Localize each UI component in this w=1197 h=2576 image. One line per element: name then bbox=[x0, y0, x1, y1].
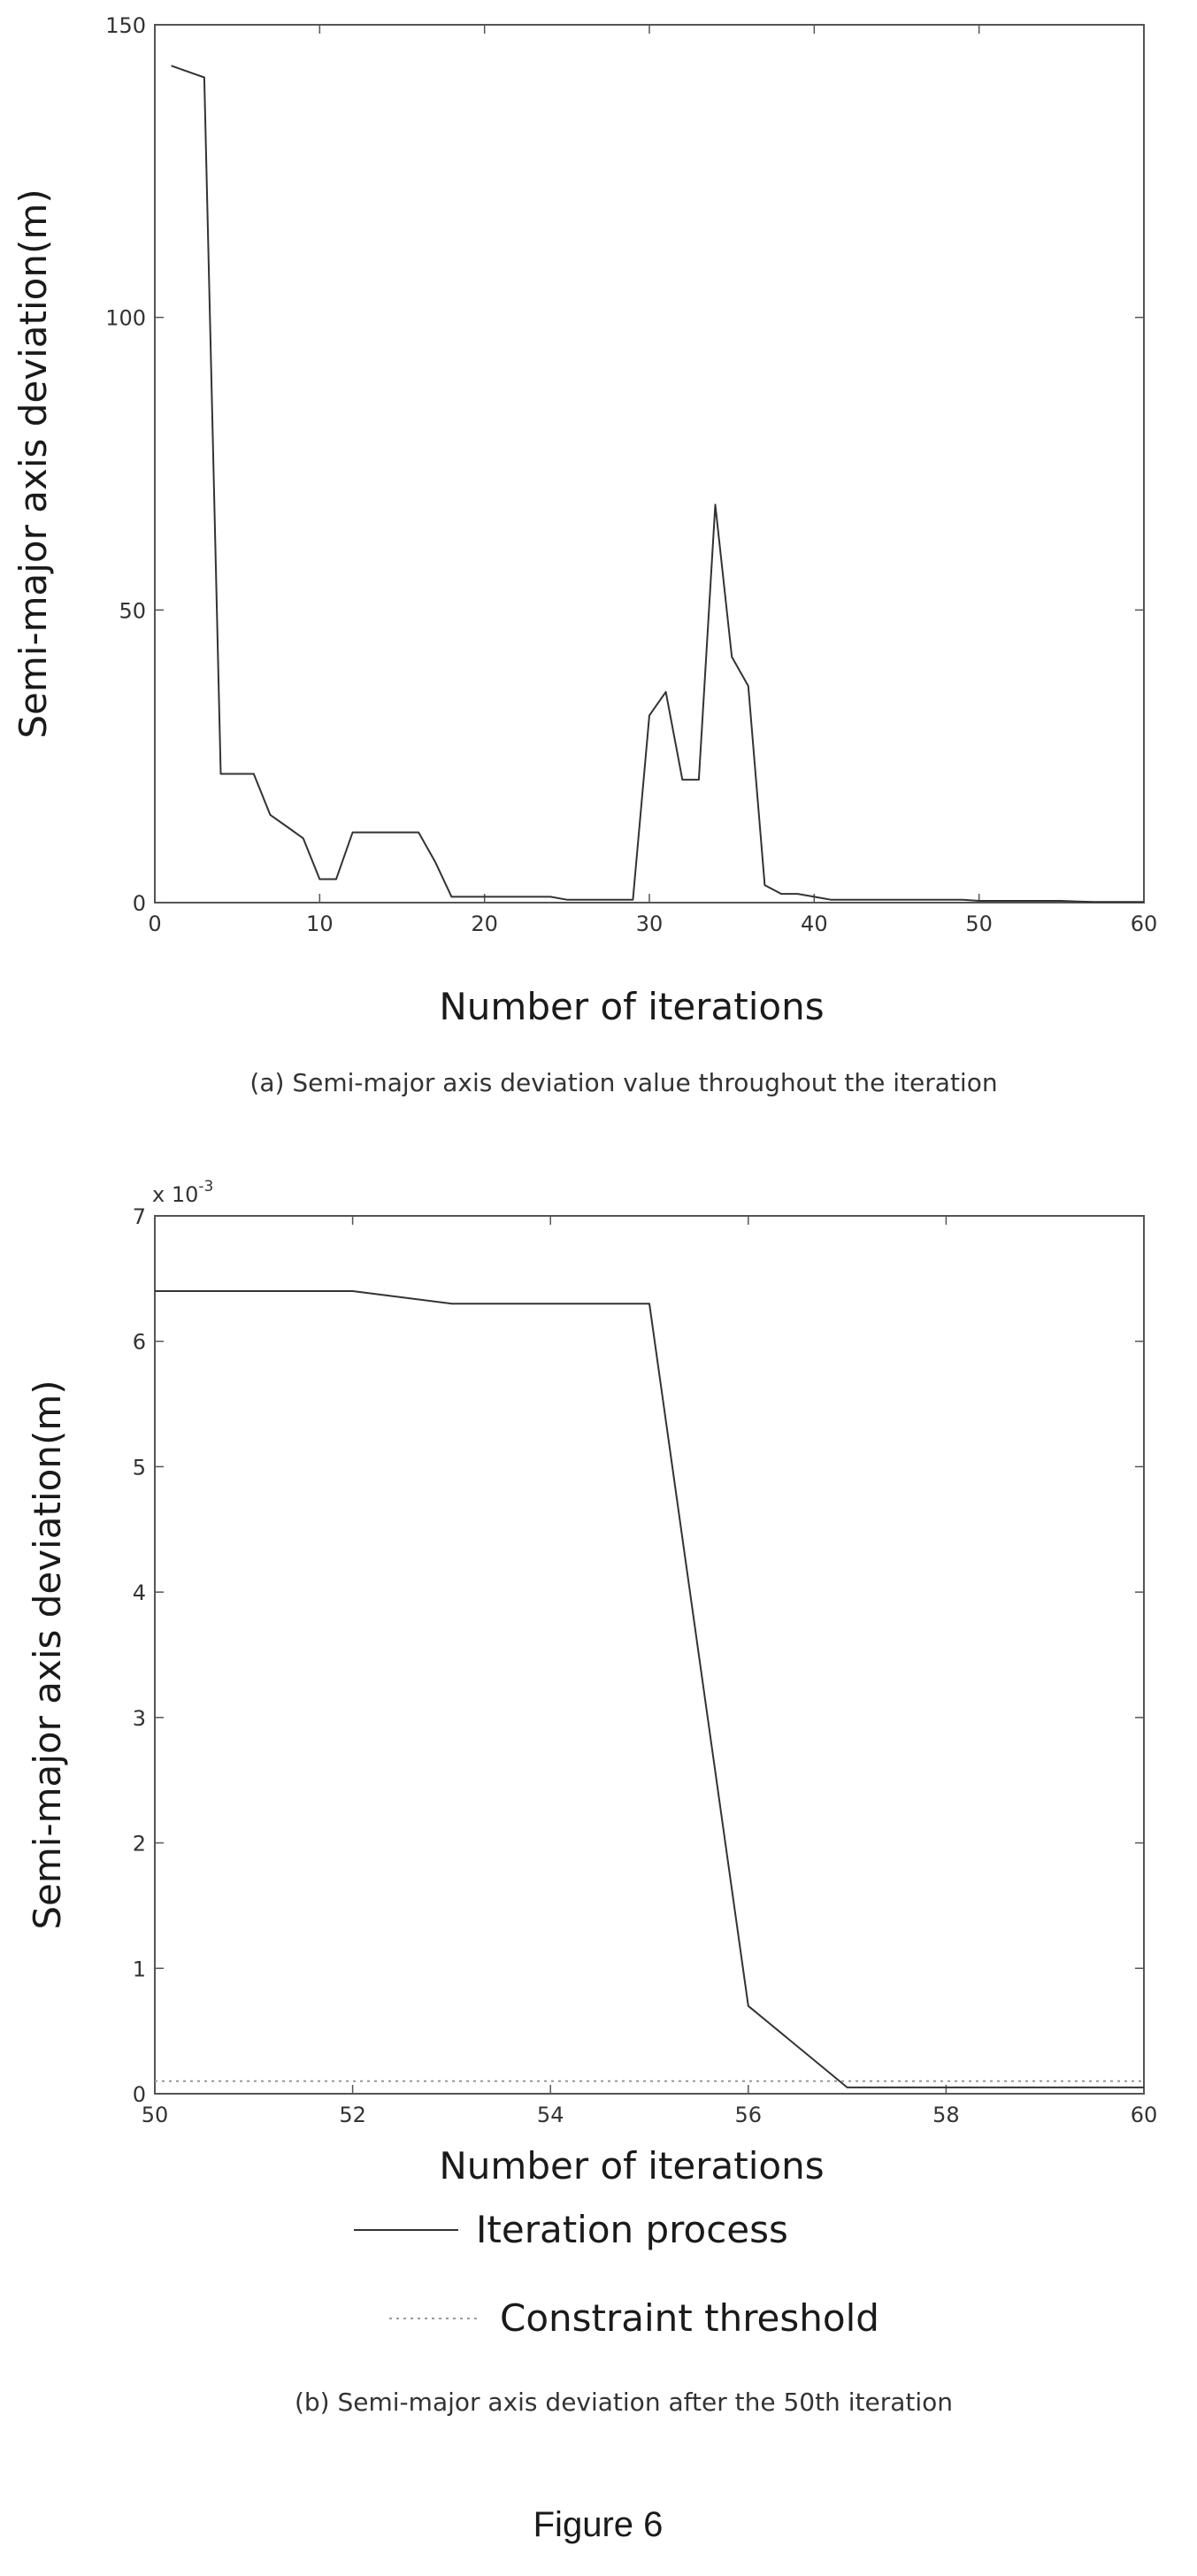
chart-a-lines bbox=[171, 65, 1144, 904]
chart-a-ytick-label: 0 bbox=[133, 891, 146, 916]
chart-b-xlabel: Number of iterations bbox=[439, 2144, 824, 2188]
chart-a-ytick-label: 50 bbox=[119, 598, 146, 623]
chart-b-ytick-label: 7 bbox=[133, 1204, 146, 1229]
chart-b-y-multiplier-exp: -3 bbox=[198, 1178, 213, 1196]
chart-b-xtick-label: 52 bbox=[339, 2103, 366, 2127]
legend-label-constraint-threshold: Constraint threshold bbox=[500, 2296, 879, 2340]
chart-a-xtick-label: 60 bbox=[1131, 911, 1158, 936]
chart-b-ytick-label: 0 bbox=[133, 2082, 146, 2107]
chart-a-series-line bbox=[171, 65, 1144, 904]
chart-a-xtick-label: 20 bbox=[471, 911, 498, 936]
chart-a-xlabel: Number of iterations bbox=[439, 985, 824, 1028]
chart-b-ytick-label: 6 bbox=[133, 1330, 146, 1355]
chart-a: 0 10 20 30 40 50 60 0 50 100 150 Number of iterati… bbox=[12, 13, 1157, 1097]
chart-b-ytick-label: 1 bbox=[133, 1957, 146, 1981]
figure-title: Figure 6 bbox=[533, 2505, 664, 2544]
chart-a-ytick-label: 150 bbox=[105, 13, 146, 38]
chart-b-series-iteration-process bbox=[155, 1290, 1144, 2088]
chart-b-ytick-label: 4 bbox=[133, 1580, 146, 1605]
chart-b-ytick-label: 2 bbox=[133, 1832, 146, 1857]
chart-b-xtick-label: 60 bbox=[1131, 2103, 1158, 2127]
chart-b-plot-frame bbox=[154, 1215, 1145, 2095]
chart-a-ticks: 0 10 20 30 40 50 60 0 50 100 150 bbox=[105, 13, 1157, 936]
chart-a-caption: (a) Semi-major axis deviation value thro… bbox=[249, 1068, 997, 1097]
chart-a-ylabel: Semi-major axis deviation(m) bbox=[12, 188, 55, 738]
chart-b-ytick-label: 5 bbox=[133, 1455, 146, 1480]
chart-b-lines bbox=[155, 1290, 1144, 2088]
chart-b-xtick-label: 56 bbox=[735, 2103, 763, 2127]
chart-b-xtick-label: 54 bbox=[537, 2103, 564, 2127]
chart-b-xtick-label: 50 bbox=[142, 2103, 169, 2127]
chart-b-y-multiplier-base: x 10 bbox=[152, 1182, 198, 1207]
chart-b-xtick-label: 58 bbox=[932, 2103, 960, 2127]
chart-b-caption: (b) Semi-major axis deviation after the … bbox=[295, 2388, 953, 2417]
chart-a-ytick-label: 100 bbox=[105, 306, 146, 331]
chart-a-xtick-label: 0 bbox=[148, 911, 161, 936]
chart-a-xtick-label: 30 bbox=[636, 911, 664, 936]
chart-a-xtick-label: 10 bbox=[306, 911, 334, 936]
chart-b-ytick-label: 3 bbox=[133, 1706, 146, 1731]
chart-a-xtick-label: 40 bbox=[801, 911, 828, 936]
chart-a-plot-frame bbox=[154, 24, 1145, 904]
chart-b-y-multiplier: x 10-3 bbox=[152, 1178, 213, 1207]
chart-b-legend: Iteration process Constraint threshold bbox=[354, 2208, 879, 2340]
chart-a-xtick-label: 50 bbox=[965, 911, 993, 936]
chart-b-ylabel: Semi-major axis deviation(m) bbox=[26, 1380, 69, 1929]
legend-label-iteration-process: Iteration process bbox=[476, 2208, 788, 2251]
